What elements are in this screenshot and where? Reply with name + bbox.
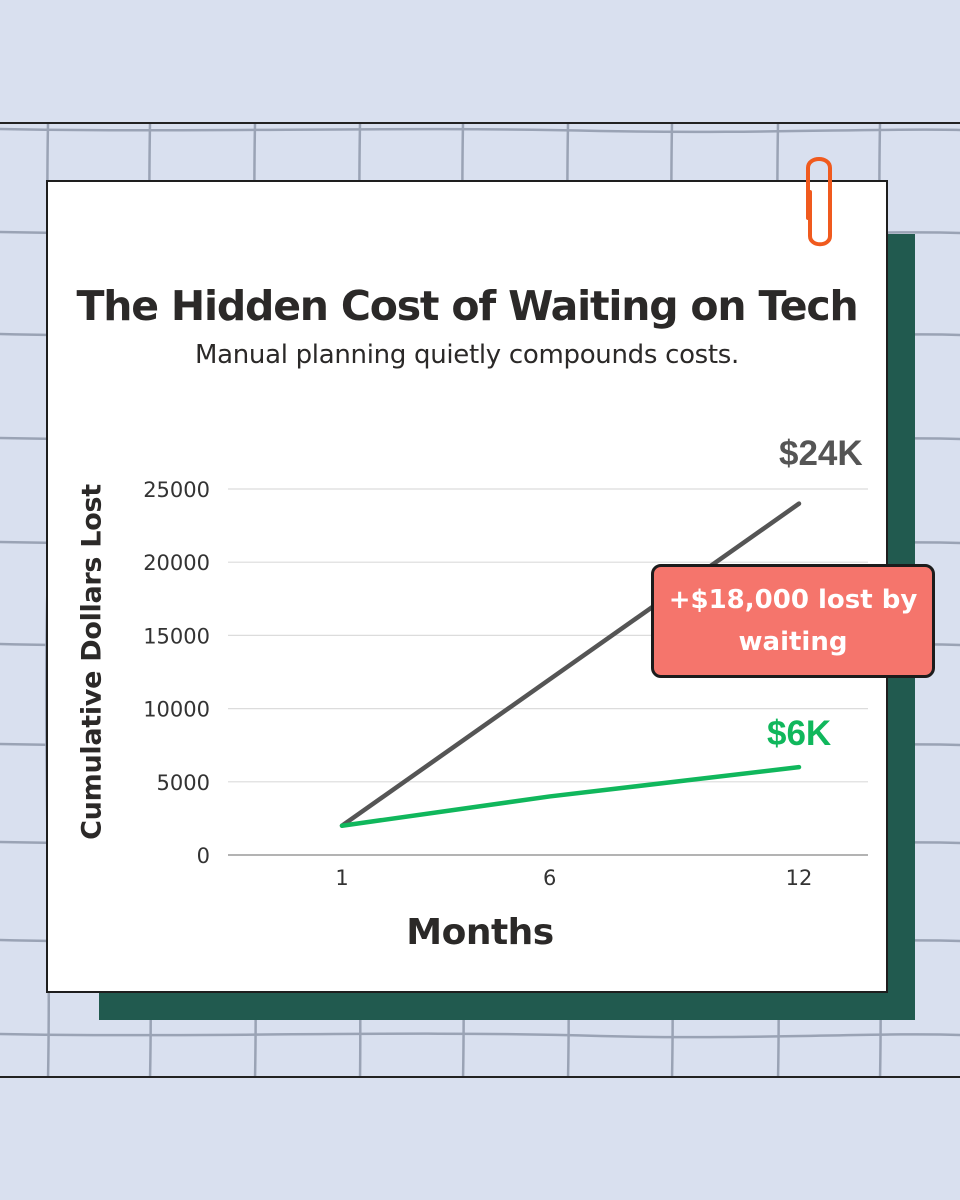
y-axis-label-text: Cumulative Dollars Lost xyxy=(76,484,108,840)
series-line-tech xyxy=(339,764,802,828)
y-tick-label: 25000 xyxy=(143,478,210,502)
series-line-waiting xyxy=(339,501,802,828)
x-axis-label: Months xyxy=(406,912,554,953)
series-end-label-tech: $6K xyxy=(767,714,832,753)
y-tick-label: 20000 xyxy=(143,551,210,575)
x-tick-label: 6 xyxy=(543,866,556,890)
y-tick-label: 10000 xyxy=(143,698,210,722)
y-tick-label: 0 xyxy=(197,844,210,868)
annotation-text: +$18,000 lost by waiting xyxy=(668,585,918,657)
x-tick-label: 12 xyxy=(786,866,813,890)
series-lines xyxy=(339,501,802,828)
y-tick-label: 5000 xyxy=(157,771,210,795)
x-tick-labels: 1 6 12 xyxy=(335,866,812,890)
chart-subtitle: Manual planning quietly compounds costs. xyxy=(194,340,740,370)
series-end-label-waiting: $24K xyxy=(779,434,863,473)
y-tick-labels: 0 5000 10000 15000 20000 25000 xyxy=(143,478,210,868)
x-tick-label: 1 xyxy=(335,866,348,890)
y-tick-label: 15000 xyxy=(143,624,210,648)
annotation-callout: +$18,000 lost by waiting xyxy=(651,564,935,678)
chart-title: The Hidden Cost of Waiting on Tech xyxy=(76,282,859,330)
paperclip-icon xyxy=(806,157,832,247)
